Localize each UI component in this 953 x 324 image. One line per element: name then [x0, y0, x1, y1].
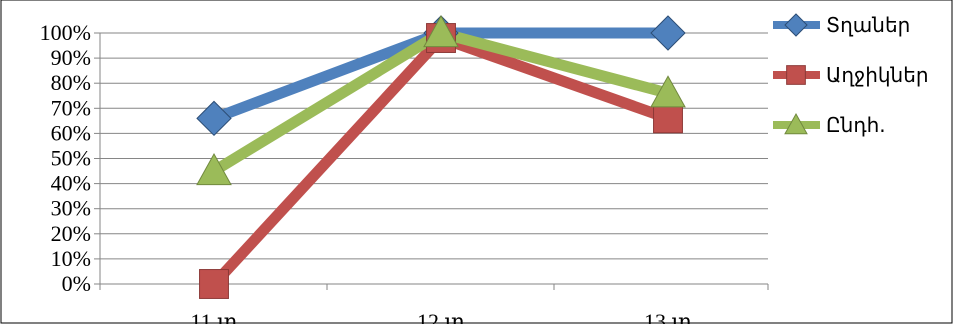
x-tick-label: 12 տ: [417, 309, 465, 324]
x-tick-label: 13 տ: [644, 309, 692, 324]
y-tick-label: 20%: [51, 221, 91, 246]
series-markers: [196, 14, 686, 299]
diamond-marker: [784, 13, 808, 37]
square-marker: [653, 103, 683, 134]
triangle-marker: [423, 14, 459, 48]
y-tick-label: 30%: [51, 196, 91, 221]
y-tick-label: 80%: [51, 70, 91, 95]
triangle-marker: [784, 112, 808, 135]
square-marker: [786, 65, 806, 85]
x-tick-label: 11 տ: [190, 309, 237, 324]
diamond-marker: [196, 100, 232, 137]
legend: Տղաներ Աղջիկներ Ընդհ.: [773, 13, 929, 137]
legend-label: Աղջիկներ: [826, 63, 929, 87]
diamond-marker: [650, 15, 686, 51]
y-tick-label: 60%: [51, 120, 91, 145]
y-tick-label: 100%: [40, 20, 91, 45]
y-tick-label: 0%: [62, 271, 91, 296]
y-tick-label: 40%: [51, 171, 91, 196]
y-tick-label: 50%: [51, 146, 91, 171]
y-tick-label: 90%: [51, 45, 91, 70]
y-tick-label: 10%: [51, 246, 91, 271]
triangle-marker: [196, 153, 232, 186]
legend-label: Տղաներ: [826, 13, 910, 37]
legend-label: Ընդհ.: [826, 113, 886, 137]
axes: 0%10%20%30%40%50%60%70%80%90%100% 11 տ 12 …: [40, 20, 769, 324]
square-marker: [199, 269, 229, 299]
y-tick-label: 70%: [51, 95, 91, 120]
triangle-marker: [650, 75, 686, 108]
